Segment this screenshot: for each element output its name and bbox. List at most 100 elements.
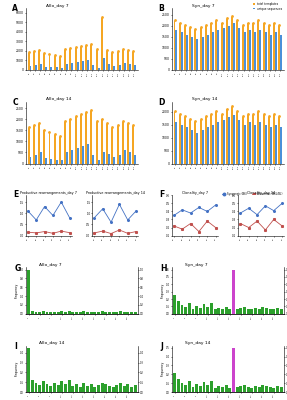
Bar bbox=[221, 24, 223, 70]
Bar bbox=[101, 383, 104, 392]
Bar bbox=[111, 53, 113, 70]
Bar bbox=[135, 155, 136, 164]
Bar bbox=[113, 157, 115, 164]
Bar bbox=[31, 311, 34, 314]
Bar bbox=[98, 68, 100, 70]
Bar bbox=[223, 120, 225, 164]
Bar bbox=[265, 308, 268, 314]
Bar bbox=[261, 385, 264, 392]
Bar bbox=[122, 122, 124, 164]
Bar bbox=[61, 311, 63, 314]
Bar bbox=[239, 308, 242, 314]
Bar bbox=[189, 120, 191, 164]
Bar bbox=[192, 387, 195, 392]
Bar bbox=[221, 387, 224, 392]
Bar bbox=[53, 383, 56, 392]
Title: Clonality_day 14: Clonality_day 14 bbox=[247, 191, 275, 195]
Bar bbox=[108, 64, 110, 70]
Bar bbox=[173, 295, 176, 314]
Bar bbox=[189, 28, 191, 70]
Bar bbox=[191, 37, 193, 70]
Bar bbox=[119, 65, 121, 70]
Bar bbox=[272, 388, 275, 392]
Bar bbox=[280, 128, 282, 164]
Bar bbox=[269, 387, 272, 392]
Bar bbox=[244, 125, 246, 164]
Bar bbox=[35, 65, 37, 70]
Text: J: J bbox=[161, 342, 164, 351]
Bar bbox=[123, 386, 126, 392]
Bar bbox=[175, 122, 177, 164]
Bar bbox=[31, 380, 34, 392]
Bar bbox=[64, 122, 66, 164]
Bar bbox=[231, 107, 233, 164]
Text: C: C bbox=[12, 98, 18, 107]
Bar bbox=[75, 384, 78, 392]
Text: B: B bbox=[158, 4, 164, 13]
Bar bbox=[92, 65, 94, 70]
Bar bbox=[28, 128, 30, 164]
Bar bbox=[175, 30, 177, 70]
Y-axis label: Frequency: Frequency bbox=[15, 283, 19, 298]
Bar bbox=[174, 112, 175, 164]
Bar bbox=[244, 32, 246, 70]
Bar bbox=[97, 312, 100, 314]
Bar bbox=[71, 63, 73, 70]
Bar bbox=[35, 383, 38, 392]
Bar bbox=[56, 68, 58, 70]
Bar bbox=[101, 119, 103, 164]
Bar bbox=[243, 307, 246, 314]
Bar bbox=[79, 312, 82, 314]
Bar bbox=[186, 34, 188, 70]
Bar bbox=[216, 21, 218, 70]
Text: Allo_day 7: Allo_day 7 bbox=[39, 263, 62, 267]
Bar bbox=[49, 133, 51, 164]
Bar bbox=[243, 385, 246, 392]
Bar bbox=[252, 114, 254, 164]
Bar bbox=[254, 125, 256, 164]
Bar bbox=[38, 124, 40, 164]
Bar bbox=[35, 312, 38, 314]
Bar bbox=[236, 21, 238, 70]
Bar bbox=[228, 309, 231, 314]
Bar bbox=[103, 58, 105, 70]
Bar bbox=[269, 309, 272, 314]
Bar bbox=[75, 48, 77, 70]
Bar bbox=[199, 386, 202, 392]
Bar bbox=[236, 387, 238, 392]
Bar bbox=[59, 56, 61, 70]
Text: F: F bbox=[159, 190, 164, 199]
Bar bbox=[33, 126, 35, 164]
Bar bbox=[108, 312, 111, 314]
Bar bbox=[188, 381, 191, 392]
Bar bbox=[46, 312, 49, 314]
Bar bbox=[236, 112, 238, 164]
Bar bbox=[133, 52, 135, 70]
Bar bbox=[188, 304, 191, 314]
Bar bbox=[54, 135, 56, 164]
Bar bbox=[259, 122, 261, 164]
Bar bbox=[112, 387, 115, 392]
Bar bbox=[177, 300, 180, 314]
Bar bbox=[57, 385, 59, 392]
Bar bbox=[226, 110, 228, 164]
Bar bbox=[247, 24, 249, 70]
Bar bbox=[259, 30, 261, 70]
Bar bbox=[45, 158, 47, 164]
Text: E: E bbox=[13, 190, 18, 199]
Bar bbox=[252, 24, 254, 70]
Bar bbox=[117, 126, 119, 164]
Bar bbox=[192, 309, 195, 314]
Bar bbox=[92, 155, 94, 164]
Bar bbox=[179, 24, 181, 70]
Text: H: H bbox=[161, 264, 167, 273]
Bar bbox=[197, 39, 199, 70]
Bar bbox=[106, 51, 108, 70]
Bar bbox=[265, 32, 267, 70]
Bar bbox=[27, 348, 30, 392]
Bar bbox=[233, 24, 235, 70]
Bar bbox=[257, 112, 259, 164]
Bar bbox=[263, 24, 265, 70]
Bar bbox=[38, 312, 41, 314]
Bar bbox=[108, 386, 111, 392]
